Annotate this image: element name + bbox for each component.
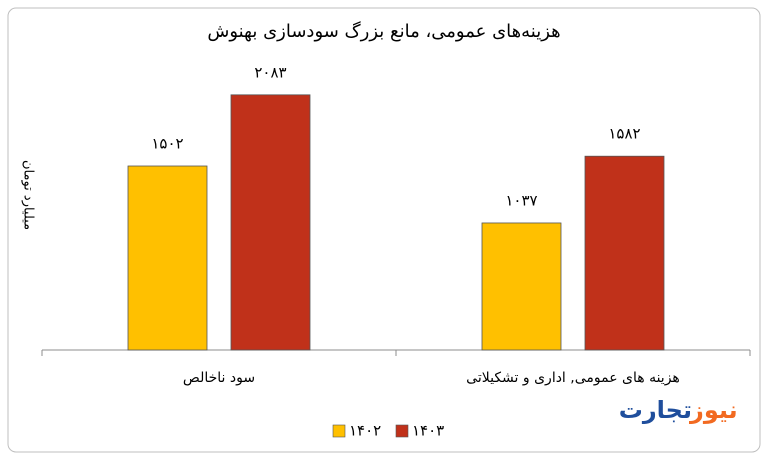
legend-label: ۱۴۰۳ (412, 422, 444, 440)
legend-swatch (395, 424, 409, 438)
data-label: ۲۰۸۳ (254, 63, 286, 81)
x-tick-label: هزینه های عمومی, اداری و تشکیلاتی (466, 370, 680, 386)
logo-text: تجارت (619, 396, 692, 424)
legend-label: ۱۴۰۲ (349, 422, 381, 440)
legend-swatch (332, 424, 346, 438)
data-label: ۱۰۳۷ (505, 191, 537, 209)
bar (127, 165, 208, 351)
bar (230, 94, 311, 351)
x-tick-label: سود ناخالص (183, 370, 255, 386)
data-label: ۱۵۸۲ (608, 125, 640, 143)
bar (584, 155, 665, 351)
bar (481, 222, 562, 351)
data-label: ۱۵۰۲ (151, 135, 183, 153)
chart-title: هزینه‌های عمومی، مانع بزرگ سودسازی بهنوش (207, 21, 560, 42)
y-axis-label: میلیارد تومان (21, 160, 36, 230)
logo: نیوز تجارت (619, 396, 738, 424)
logo-text: نیوز (689, 396, 738, 424)
